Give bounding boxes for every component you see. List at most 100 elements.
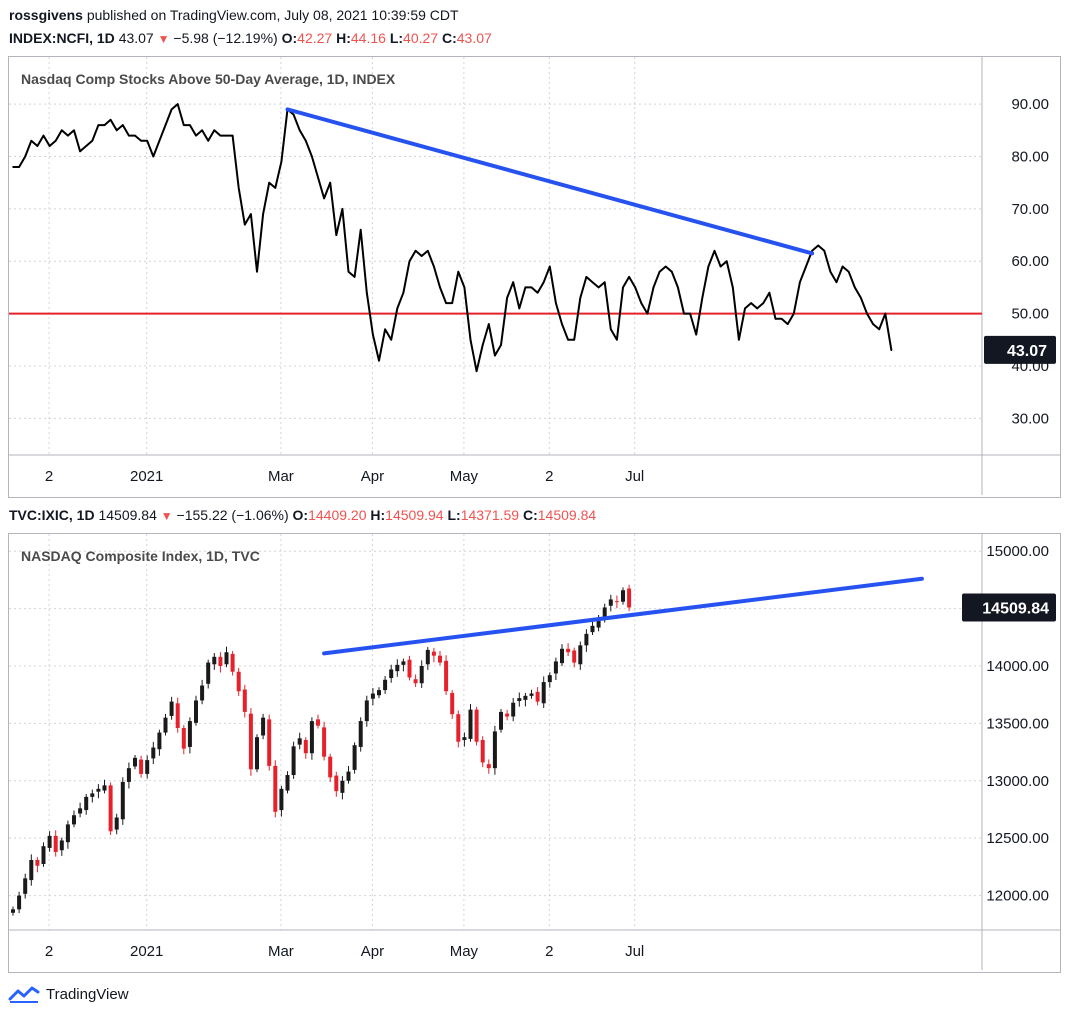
data-point	[298, 129, 301, 132]
bottom-symbol[interactable]: TVC:IXIC, 1D	[9, 507, 95, 523]
candle-body	[462, 737, 467, 741]
x-tick-label: 2	[45, 468, 53, 485]
top-high: 44.16	[350, 30, 386, 46]
candle-body	[377, 690, 381, 696]
bottom-chart-panel[interactable]: 15000.0014500.0014000.0013500.0013000.00…	[8, 533, 1061, 973]
candle-body	[59, 840, 64, 851]
bottom-close: 14509.84	[537, 507, 597, 523]
data-point	[378, 359, 380, 362]
data-point	[732, 286, 734, 289]
publisher-name[interactable]: rossgivens	[9, 7, 83, 23]
data-point	[854, 286, 856, 289]
candle-body	[261, 717, 266, 736]
data-point	[866, 312, 868, 315]
data-point	[366, 291, 368, 294]
data-point	[707, 265, 710, 268]
data-point	[536, 291, 539, 294]
candle-body	[553, 661, 558, 674]
candle-body	[181, 727, 186, 749]
candle-body	[236, 671, 241, 692]
data-point	[835, 281, 838, 283]
candle-body	[47, 835, 52, 848]
data-point	[829, 270, 832, 273]
top-symbol[interactable]: INDEX:NCFI, 1D	[9, 30, 115, 46]
bottom-high: 14509.94	[385, 507, 444, 523]
candle-body	[614, 601, 619, 603]
data-point	[457, 270, 460, 273]
x-tick-label: Apr	[361, 943, 384, 960]
candle-body	[566, 648, 571, 653]
candle-body	[218, 656, 223, 666]
data-point	[841, 265, 844, 268]
data-point	[689, 312, 691, 315]
data-point	[97, 124, 100, 126]
data-point	[573, 338, 575, 341]
candle-body	[334, 775, 339, 792]
data-point	[640, 302, 643, 304]
candle-body	[96, 788, 101, 792]
data-point	[244, 223, 246, 226]
data-point	[530, 286, 533, 289]
candle-body	[541, 682, 546, 704]
data-point	[146, 139, 148, 142]
candle-body	[169, 701, 174, 716]
candle-body	[242, 689, 247, 712]
candle-body	[468, 709, 473, 739]
data-point	[268, 181, 271, 184]
x-tick-label: 2021	[130, 468, 163, 485]
down-arrow-icon: ▼	[157, 32, 170, 46]
data-point	[542, 281, 545, 283]
data-point	[219, 134, 222, 137]
candle-body	[529, 693, 534, 696]
data-point	[475, 370, 478, 373]
top-chart-panel[interactable]: 90.00 80.00 70.00 60.00 50.00 40.00 30.00 2 2021…	[8, 56, 1061, 498]
data-point	[201, 129, 203, 132]
candle-body	[41, 846, 46, 864]
candle-body	[358, 721, 363, 747]
data-point	[524, 286, 527, 289]
data-point	[396, 307, 399, 310]
data-point	[561, 323, 563, 325]
candle-body	[120, 781, 125, 820]
candle-body	[200, 685, 205, 701]
data-point	[847, 270, 850, 273]
candle-body	[53, 835, 58, 852]
candle-body	[621, 590, 625, 602]
tradingview-logo[interactable]: TradingView	[8, 984, 129, 1004]
candle-body	[560, 648, 564, 664]
candle-body	[248, 713, 253, 770]
candle-body	[29, 859, 34, 881]
data-point	[823, 249, 826, 252]
bottom-chart[interactable]: 15000.0014500.0014000.0013500.0013000.00…	[9, 534, 1060, 972]
candle-body	[84, 796, 89, 811]
last-value-label: 43.07	[1007, 343, 1047, 360]
data-point	[683, 312, 685, 315]
data-point	[195, 134, 197, 137]
data-point	[48, 145, 51, 147]
data-point	[579, 297, 582, 299]
data-point	[780, 318, 783, 320]
y-tick-label: 14000.00	[986, 658, 1049, 675]
data-point	[213, 129, 216, 132]
x-tick-label: Jul	[625, 943, 644, 960]
candle-body	[78, 808, 83, 814]
bottom-change: −155.22 (−1.06%)	[176, 507, 289, 523]
data-point	[134, 134, 136, 137]
candle-body	[389, 669, 394, 679]
data-point	[18, 166, 20, 168]
data-point	[170, 108, 173, 111]
data-point	[664, 265, 667, 268]
candle-body	[90, 793, 95, 797]
y-tick-label: 13000.00	[986, 773, 1049, 790]
tradingview-brand: TradingView	[46, 985, 129, 1003]
candle-body	[352, 745, 357, 770]
data-point	[250, 213, 252, 215]
candle-body	[230, 653, 235, 672]
data-point	[85, 145, 87, 147]
y-tick-label: 12500.00	[986, 830, 1049, 847]
top-change: −5.98 (−12.19%)	[173, 30, 278, 46]
data-point	[622, 286, 624, 289]
data-point	[884, 312, 887, 315]
trendline	[285, 107, 815, 256]
